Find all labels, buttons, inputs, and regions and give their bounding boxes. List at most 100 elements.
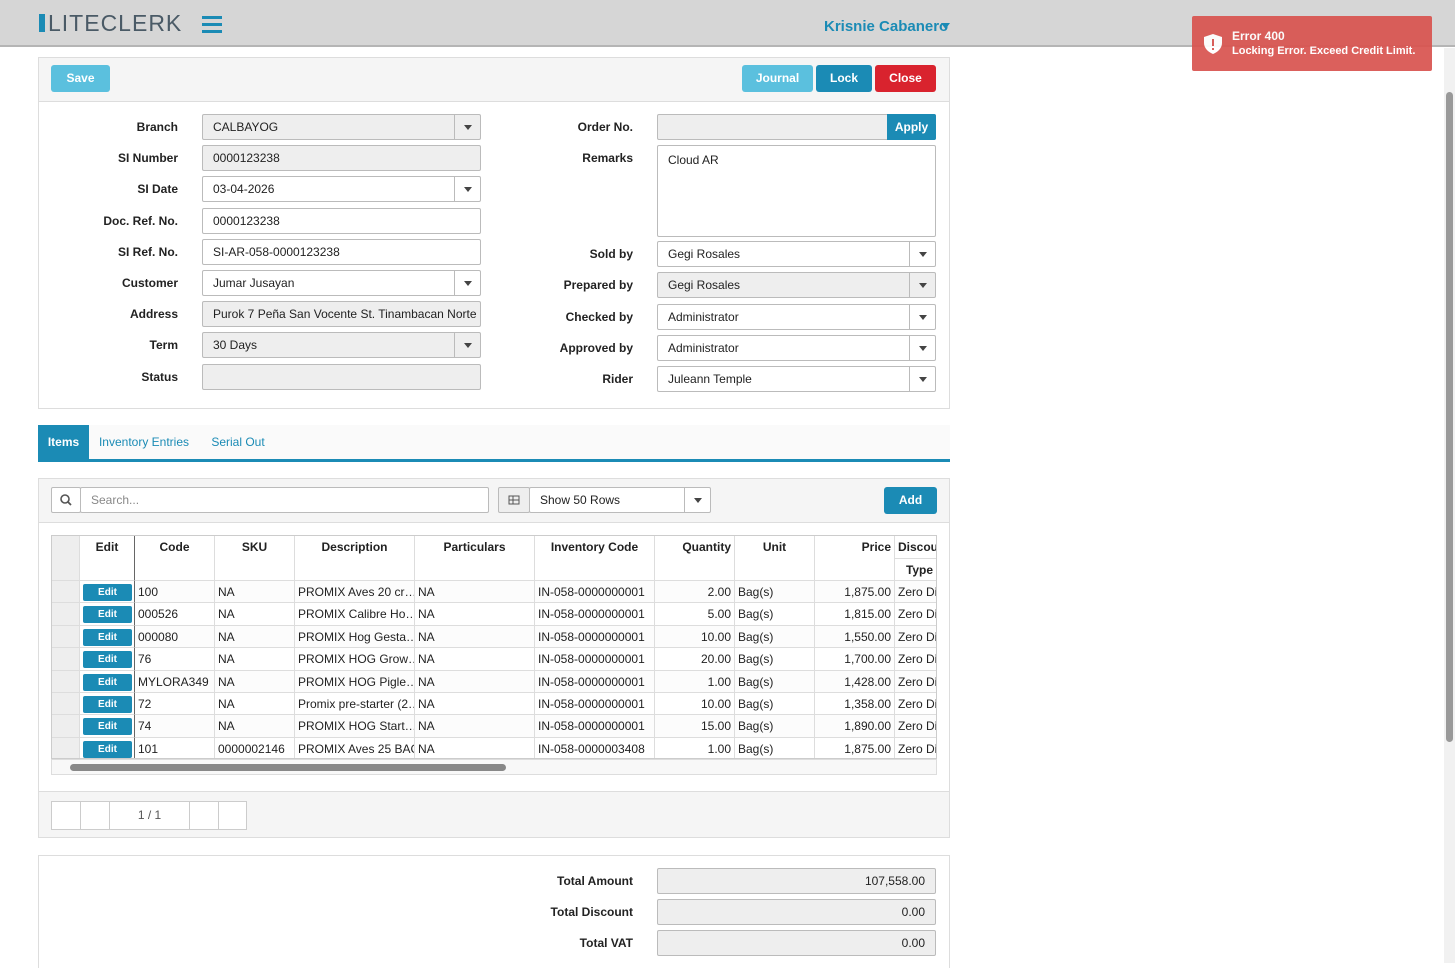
caret [454, 333, 472, 358]
cell: PROMIX Hog Gesta… [295, 625, 415, 649]
field-label: Prepared by [563, 278, 633, 292]
cell: IN-058-0000000001 [535, 581, 655, 604]
tab[interactable]: Inventory Entries [98, 435, 190, 449]
error-toast[interactable]: Error 400 Locking Error. Exceed Credit L… [1192, 16, 1432, 71]
edit-button[interactable]: Edit [83, 740, 132, 758]
row-select[interactable] [52, 715, 80, 738]
column-header: Inventory Code [535, 536, 655, 581]
field-label: SI Number [117, 151, 178, 166]
save-button[interactable]: Save [51, 65, 110, 92]
menu-icon[interactable] [202, 16, 222, 33]
cell: Zero Discount [895, 693, 936, 716]
total-value: 0.00 [657, 930, 936, 956]
cell: NA [415, 737, 535, 758]
row-select[interactable] [52, 670, 80, 693]
caret [909, 273, 927, 297]
field-label: Doc. Ref. No. [103, 213, 178, 228]
field-input[interactable]: Gegi Rosales [657, 241, 936, 267]
field-input[interactable]: Cloud AR [657, 145, 936, 237]
user-caret[interactable] [941, 23, 950, 29]
page-indicator: 1 / 1 [137, 808, 162, 822]
total-value: 107,558.00 [657, 868, 936, 894]
edit-cell-border [80, 625, 135, 649]
cell: PROMIX HOG Grow… [295, 648, 415, 671]
search-input[interactable]: Search... [80, 487, 489, 513]
column-header: Description [295, 536, 415, 581]
tab-bar [38, 425, 950, 462]
cell: Bag(s) [735, 670, 815, 693]
tab[interactable]: Items [38, 425, 89, 459]
field-label: Checked by [565, 310, 633, 324]
cell: Zero Discount [895, 670, 936, 693]
edit-cell-border [80, 693, 135, 716]
cell: Zero Discount [895, 737, 936, 758]
search-icon [60, 494, 72, 506]
cell: Bag(s) [735, 648, 815, 671]
edit-button[interactable]: Edit [83, 606, 132, 624]
column-header: Code [135, 536, 215, 581]
field-label: Status [141, 369, 178, 384]
field-input: 0000123238 [202, 145, 481, 172]
field-input[interactable]: Juleann Temple [657, 366, 936, 392]
row-select[interactable] [52, 581, 80, 604]
field-input[interactable]: SI-AR-058-0000123238 [202, 238, 481, 265]
field-input[interactable]: Administrator [657, 335, 936, 361]
user-menu[interactable]: Krisnie Cabanero [824, 18, 949, 35]
v-scroll-thumb[interactable] [1446, 92, 1453, 742]
row-select[interactable] [52, 737, 80, 758]
edit-button[interactable]: Edit [83, 584, 132, 601]
edit-button[interactable]: Edit [83, 673, 132, 691]
cell: Bag(s) [735, 603, 815, 626]
column-header: Particulars [415, 536, 535, 581]
cell: 15.00 [655, 715, 735, 738]
close-button[interactable]: Close [875, 65, 936, 92]
cell: Bag(s) [735, 693, 815, 716]
field-value: Purok 7 Peña San Vocente St. Tinambacan … [213, 307, 481, 322]
tab[interactable]: Serial Out [211, 435, 265, 449]
toast-icon [1204, 34, 1222, 54]
edit-button[interactable]: Edit [83, 718, 132, 736]
cell: NA [215, 693, 295, 716]
row-select[interactable] [52, 648, 80, 671]
cell: NA [215, 648, 295, 671]
field-input[interactable]: Jumar Jusayan [202, 270, 481, 296]
cell: IN-058-0000000001 [535, 648, 655, 671]
cell: 10.00 [655, 625, 735, 649]
cell: IN-058-0000000001 [535, 603, 655, 626]
edit-button[interactable]: Edit [83, 651, 132, 669]
cell: 1,815.00 [815, 603, 895, 626]
cell: NA [415, 603, 535, 626]
column-subheader: Type [895, 559, 936, 581]
cell: PROMIX HOG Pigle… [295, 670, 415, 693]
field-value: CALBAYOG [213, 120, 279, 134]
logo[interactable]: LITECLERK [48, 10, 183, 36]
pager-divider [109, 802, 110, 829]
logo-mark [39, 14, 45, 32]
lock-button[interactable]: Lock [816, 65, 872, 92]
row-select[interactable] [52, 625, 80, 649]
cell: NA [215, 625, 295, 649]
row-select[interactable] [52, 603, 80, 626]
journal-button[interactable]: Journal [742, 65, 813, 92]
field-value: Gegi Rosales [668, 278, 741, 292]
field-input[interactable]: 0000123238 [202, 207, 481, 234]
rows-select[interactable]: Show 50 Rows [529, 487, 711, 513]
row-select[interactable] [52, 693, 80, 716]
field-value: SI-AR-058-0000123238 [213, 244, 340, 259]
column-header: Edit [80, 536, 135, 581]
cell: 74 [135, 715, 215, 738]
scroll-thumb[interactable] [70, 764, 506, 771]
add-button[interactable]: Add [884, 487, 937, 514]
edit-button[interactable]: Edit [83, 696, 132, 713]
field-label: Term [149, 338, 178, 353]
edit-button[interactable]: Edit [83, 628, 132, 646]
cell: 101 [135, 737, 215, 758]
field-value: Administrator [668, 341, 739, 355]
column-header: Price [815, 536, 895, 581]
field-input[interactable]: 03-04-2026 [202, 176, 481, 203]
field-input[interactable]: Administrator [657, 304, 936, 330]
field-input: CALBAYOG [202, 114, 481, 140]
cell: 1,875.00 [815, 737, 895, 758]
cell: 000080 [135, 625, 215, 649]
apply-button[interactable]: Apply [887, 114, 936, 140]
